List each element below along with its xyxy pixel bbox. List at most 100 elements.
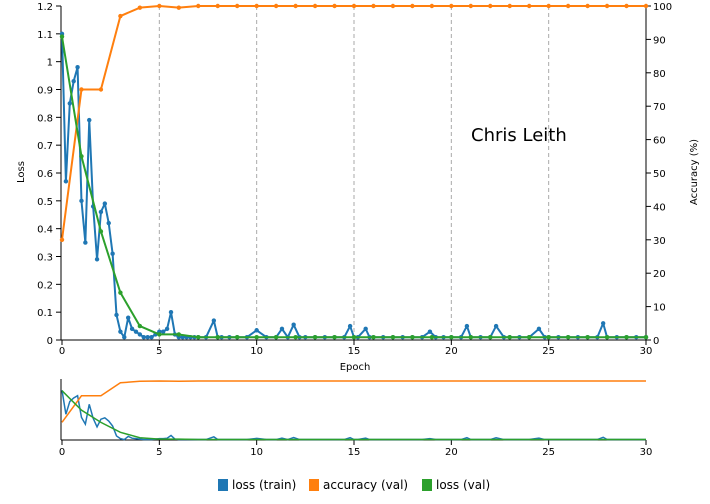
data-point bbox=[254, 335, 259, 340]
data-point bbox=[235, 3, 240, 9]
data-point bbox=[114, 312, 119, 318]
y-tick-label-left: 0.2 bbox=[37, 280, 53, 291]
y-tick-label-left: 0.5 bbox=[37, 197, 53, 208]
y-tick-label-right: 100 bbox=[653, 2, 672, 13]
y-tick-label-left: 0.9 bbox=[37, 86, 53, 97]
data-point bbox=[273, 3, 279, 9]
legend-label: accuracy (val) bbox=[323, 478, 408, 492]
data-point bbox=[125, 315, 131, 320]
y-tick-label-right: 60 bbox=[653, 136, 666, 147]
data-point bbox=[585, 3, 590, 9]
data-point bbox=[449, 3, 454, 9]
data-point bbox=[157, 332, 162, 337]
data-point bbox=[527, 3, 532, 9]
y-tick-label-right: 40 bbox=[653, 202, 666, 213]
y-tick-label-right: 10 bbox=[653, 303, 666, 314]
overview-x-tick-label: 15 bbox=[348, 447, 361, 458]
data-point bbox=[164, 326, 170, 332]
overview-x-tick-label: 20 bbox=[445, 447, 458, 458]
x-tick-label: 20 bbox=[445, 346, 458, 357]
y-tick-label-left: 0.7 bbox=[37, 141, 53, 152]
x-tick-label: 25 bbox=[542, 346, 555, 357]
data-point bbox=[176, 332, 181, 337]
data-point bbox=[565, 3, 571, 9]
data-point bbox=[118, 329, 123, 334]
data-point bbox=[215, 3, 220, 9]
data-point bbox=[145, 335, 150, 340]
overview-series-line bbox=[61, 390, 646, 441]
y-tick-label-right: 20 bbox=[653, 269, 666, 280]
data-point bbox=[273, 335, 279, 340]
data-point bbox=[235, 335, 240, 340]
data-point bbox=[133, 329, 139, 334]
data-point bbox=[63, 179, 69, 184]
y-tick-label-left: 1.2 bbox=[37, 2, 53, 13]
data-point bbox=[624, 3, 629, 9]
data-point bbox=[493, 323, 499, 329]
y-tick-label-right: 80 bbox=[653, 69, 666, 80]
data-point bbox=[351, 3, 357, 9]
overview-x-tick-label: 25 bbox=[542, 447, 555, 458]
data-point bbox=[643, 335, 649, 340]
data-point bbox=[98, 87, 104, 92]
data-point bbox=[600, 321, 606, 326]
chart-annotation: Chris Leith bbox=[471, 125, 567, 146]
data-point bbox=[71, 78, 76, 84]
overview-x-tick-label: 10 bbox=[250, 447, 263, 458]
data-point bbox=[254, 328, 259, 333]
data-point bbox=[488, 335, 493, 340]
data-point bbox=[546, 335, 551, 340]
data-point bbox=[118, 290, 123, 295]
data-point bbox=[347, 323, 353, 329]
data-point bbox=[137, 5, 143, 10]
overview-x-tick-label: 0 bbox=[59, 447, 65, 458]
y-tick-label-right: 50 bbox=[653, 169, 666, 180]
data-point bbox=[507, 3, 512, 9]
data-point bbox=[291, 322, 296, 327]
data-point bbox=[390, 335, 396, 340]
data-point bbox=[312, 335, 318, 340]
legend-swatch bbox=[218, 479, 228, 491]
data-point bbox=[129, 326, 135, 332]
data-point bbox=[98, 209, 104, 215]
data-point bbox=[196, 335, 201, 340]
data-point bbox=[215, 335, 220, 340]
data-point bbox=[67, 101, 72, 106]
data-point bbox=[87, 117, 92, 123]
x-tick-label: 5 bbox=[156, 346, 162, 357]
x-tick-label: 15 bbox=[348, 346, 361, 357]
data-point bbox=[106, 220, 111, 226]
data-point bbox=[507, 335, 512, 340]
data-point bbox=[604, 3, 610, 9]
data-point bbox=[157, 3, 162, 9]
data-point bbox=[141, 335, 146, 340]
data-point bbox=[565, 335, 571, 340]
data-point bbox=[536, 326, 542, 332]
x-tick-label: 10 bbox=[250, 346, 263, 357]
legend-label: loss (val) bbox=[436, 478, 490, 492]
data-point bbox=[161, 329, 166, 334]
data-point bbox=[449, 335, 454, 340]
data-point bbox=[410, 3, 415, 9]
data-point bbox=[527, 335, 532, 340]
y-tick-label-left: 0.8 bbox=[37, 113, 53, 124]
y-axis-title-left: Loss bbox=[16, 161, 27, 183]
legend-swatch bbox=[309, 479, 319, 491]
data-point bbox=[98, 229, 104, 234]
legend-label: loss (train) bbox=[232, 478, 296, 492]
data-point bbox=[110, 251, 115, 256]
data-point bbox=[429, 335, 435, 340]
data-point bbox=[75, 65, 80, 70]
data-point bbox=[429, 3, 435, 9]
data-point bbox=[79, 87, 84, 92]
data-point bbox=[59, 237, 65, 242]
overview-plot-panel[interactable]: 0 5 10 15 20 25 30 bbox=[59, 379, 653, 458]
data-point bbox=[149, 335, 154, 340]
data-point bbox=[293, 3, 298, 9]
data-point bbox=[604, 335, 610, 340]
data-point bbox=[211, 318, 217, 323]
data-point bbox=[102, 201, 108, 206]
data-point bbox=[351, 335, 357, 340]
data-point bbox=[83, 240, 88, 245]
